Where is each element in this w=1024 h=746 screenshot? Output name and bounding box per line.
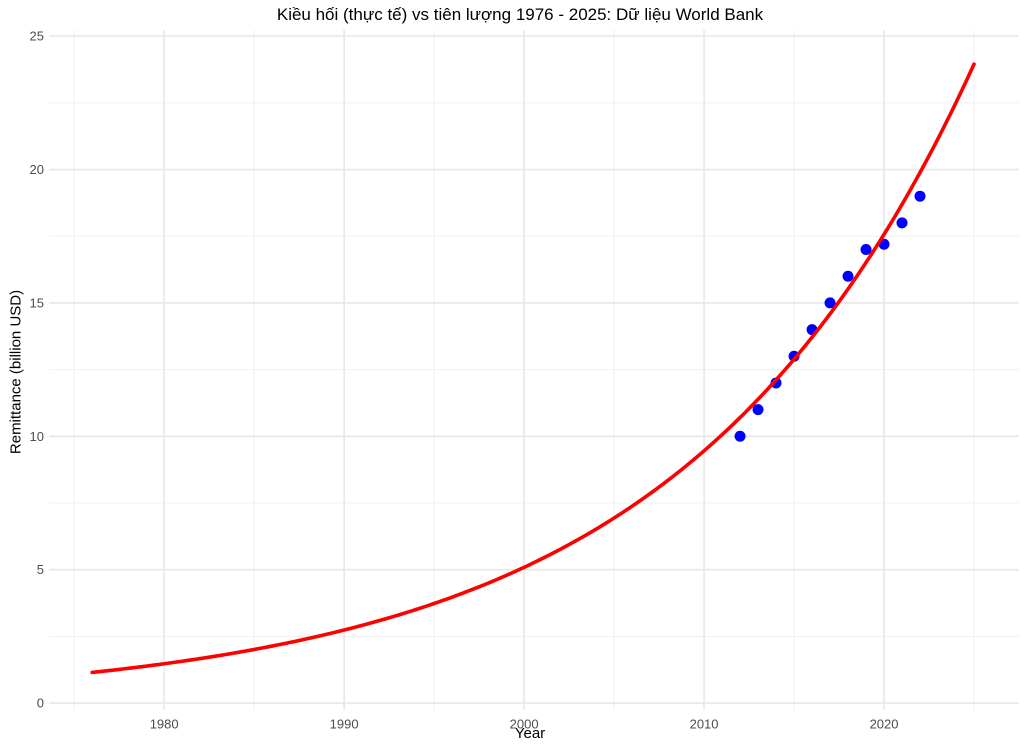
forecast-curve — [90, 62, 976, 675]
data-point-2021 — [896, 217, 908, 229]
data-point-2018 — [842, 270, 854, 282]
data-point-2012 — [734, 430, 746, 442]
y-tick-labels: 0 5 10 15 20 25 — [30, 29, 44, 711]
y-tick-label: 10 — [30, 429, 44, 444]
x-tick-label: 2000 — [510, 717, 539, 732]
data-point-2019 — [860, 244, 872, 256]
y-tick-label: 5 — [37, 562, 44, 577]
y-tick-label: 0 — [37, 696, 44, 711]
x-tick-labels: 1980 1990 2000 2010 2020 — [150, 717, 899, 732]
x-axis-label: Year — [514, 725, 546, 742]
grid-major — [49, 30, 1019, 710]
grid-minor — [49, 30, 1019, 710]
data-point-2014 — [770, 377, 782, 389]
x-tick-label: 2020 — [870, 717, 899, 732]
y-tick-label: 20 — [30, 162, 44, 177]
chart-title: Kiều hối (thực tế) vs tiên lượng 1976 - … — [276, 5, 764, 24]
x-tick-label: 2010 — [690, 717, 719, 732]
x-tick-label: 1980 — [150, 717, 179, 732]
data-point-2013 — [752, 404, 764, 416]
x-tick-label: 1990 — [330, 717, 359, 732]
data-point-2017 — [824, 297, 836, 309]
y-tick-label: 25 — [30, 29, 44, 44]
data-point-2022 — [914, 190, 926, 202]
y-tick-label: 15 — [30, 295, 44, 310]
